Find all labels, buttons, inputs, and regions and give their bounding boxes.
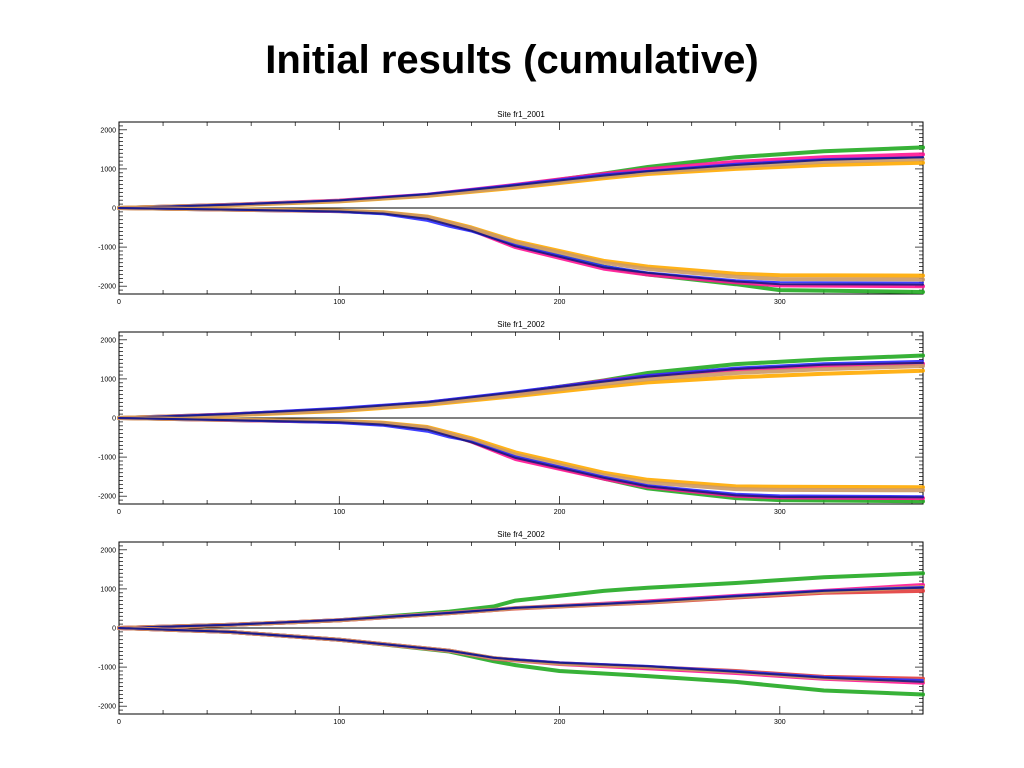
series-line-navy bbox=[118, 361, 924, 419]
slide-title: Initial results (cumulative) bbox=[265, 38, 759, 82]
series-line-navy bbox=[118, 586, 924, 629]
chart-panel-fr1-2002: Site fr1_2002 2000 1000 0 -1000 -2000 0 100 200 3… bbox=[98, 320, 925, 516]
y-tick-label: 0 bbox=[112, 206, 116, 213]
series-line-blue bbox=[118, 417, 924, 498]
y-tick-label: -2000 bbox=[98, 494, 116, 501]
chart-panel-fr1-2001: Site fr1_2001 2000 1000 0 -1000 -2000 0 100 200 3… bbox=[98, 110, 925, 306]
series-line-blue bbox=[118, 627, 924, 681]
series-line-green bbox=[117, 571, 925, 630]
y-tick-label: -1000 bbox=[98, 455, 116, 462]
x-tick-label: 100 bbox=[333, 509, 345, 516]
x-tick-label: 300 bbox=[774, 509, 786, 516]
y-tick-label: -2000 bbox=[98, 704, 116, 711]
chart-title: Site fr4_2002 bbox=[497, 530, 545, 539]
x-tick-label: 300 bbox=[774, 299, 786, 306]
y-tick-label: 1000 bbox=[100, 376, 116, 383]
y-tick-label: 2000 bbox=[100, 547, 116, 554]
y-tick-label: -2000 bbox=[98, 284, 116, 291]
chart-title: Site fr1_2001 bbox=[497, 110, 545, 119]
series-line-red bbox=[117, 626, 925, 681]
x-tick-label: 200 bbox=[554, 509, 566, 516]
y-tick-label: 2000 bbox=[100, 337, 116, 344]
series-line-tan bbox=[117, 364, 925, 420]
x-tick-label: 200 bbox=[554, 299, 566, 306]
x-tick-label: 300 bbox=[774, 719, 786, 726]
chart-panel-fr4-2002: Site fr4_2002 2000 1000 0 -1000 -2000 0 100 200 3… bbox=[98, 530, 925, 726]
series-line-navy bbox=[118, 627, 924, 683]
x-tick-label: 200 bbox=[554, 719, 566, 726]
series-line-tan bbox=[117, 416, 925, 493]
y-tick-label: 1000 bbox=[100, 586, 116, 593]
series-line-navy bbox=[118, 207, 924, 286]
x-tick-label: 100 bbox=[333, 299, 345, 306]
y-tick-label: 0 bbox=[112, 416, 116, 423]
y-tick-label: 0 bbox=[112, 626, 116, 633]
x-tick-label: 100 bbox=[333, 719, 345, 726]
series-line-tan bbox=[117, 206, 925, 282]
x-tick-label: 0 bbox=[117, 719, 121, 726]
series-line-tan bbox=[117, 626, 925, 683]
series-line-navy bbox=[118, 417, 924, 499]
y-tick-label: -1000 bbox=[98, 665, 116, 672]
y-tick-label: -1000 bbox=[98, 245, 116, 252]
x-tick-label: 0 bbox=[117, 299, 121, 306]
series-line-orange bbox=[117, 416, 925, 490]
x-tick-label: 0 bbox=[117, 509, 121, 516]
series-line-navy bbox=[118, 156, 924, 209]
y-tick-label: 1000 bbox=[100, 166, 116, 173]
chart-title: Site fr1_2002 bbox=[497, 320, 545, 329]
y-tick-label: 2000 bbox=[100, 127, 116, 134]
